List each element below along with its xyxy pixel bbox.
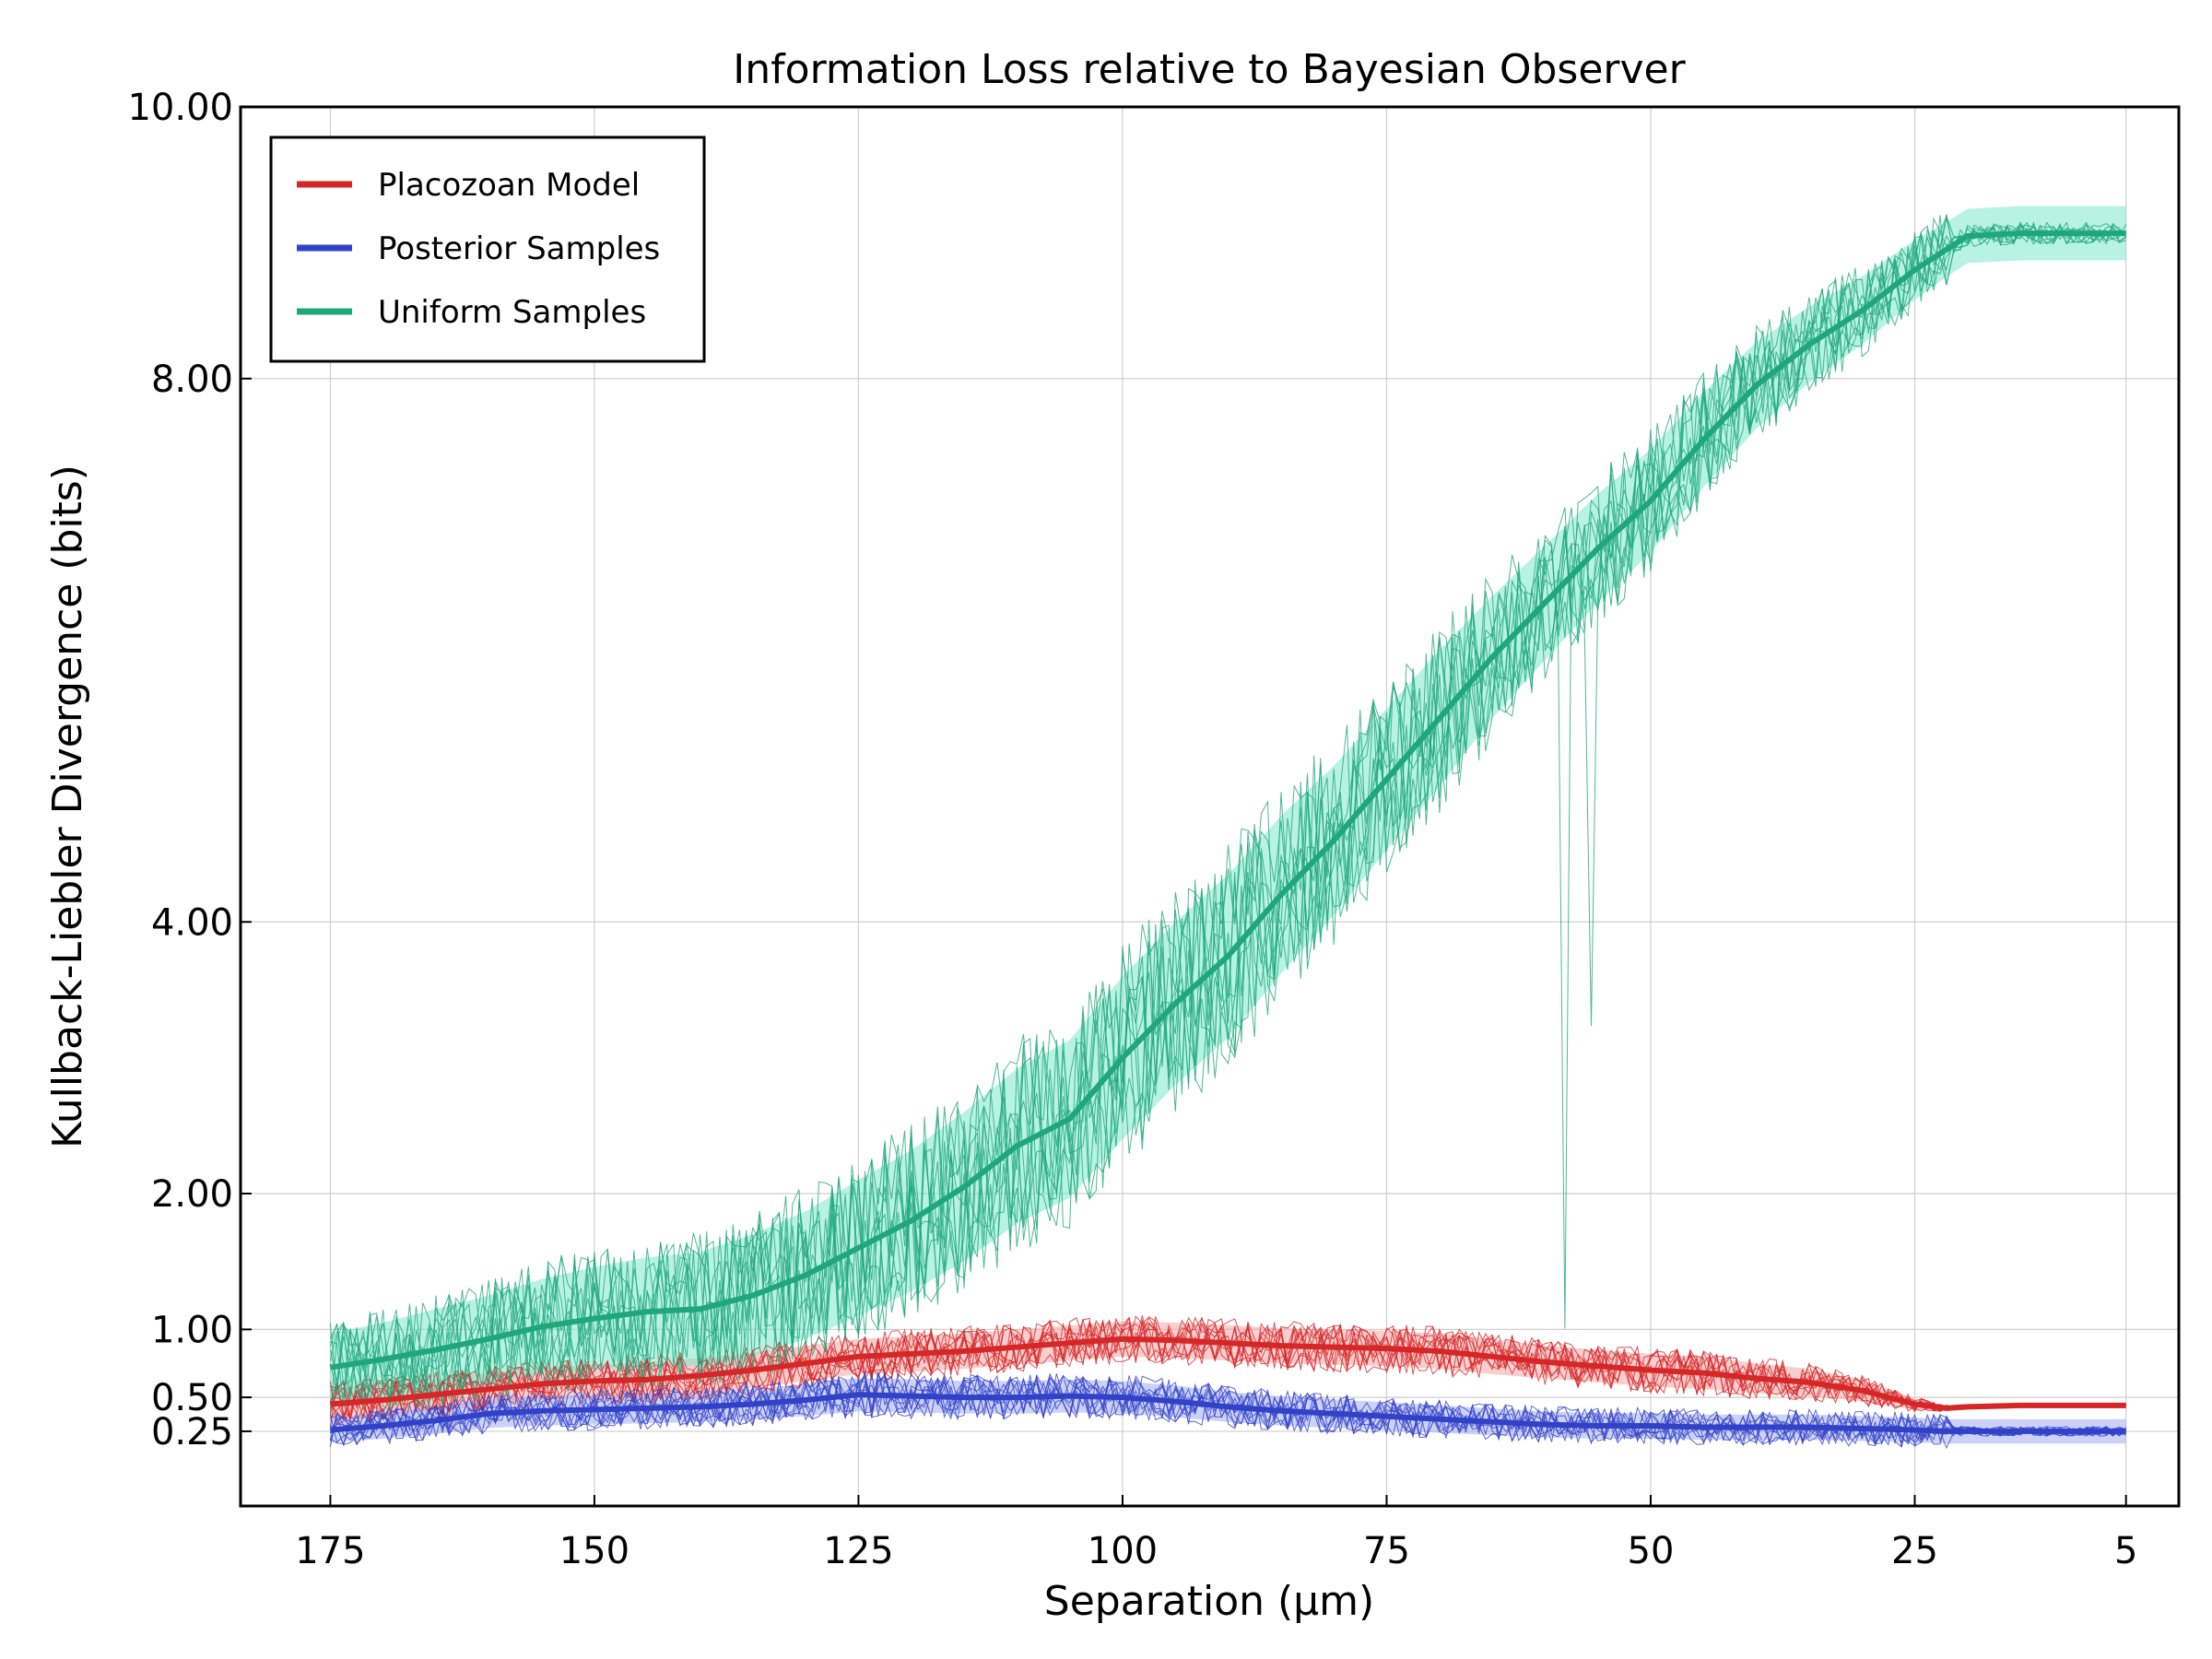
confidence-bands [330,206,2126,1444]
sample-trace-2 [330,221,2126,1407]
mean-line-0 [330,1335,2126,1411]
plot-frame [239,105,2181,1508]
x-tick-label: 25 [1891,1530,1938,1572]
x-tick-label: 5 [2114,1530,2137,1572]
sample-trace-2 [329,215,2126,1408]
axis-ticks: 175 150 125 100 75 50 25 5 0.250.50 1.00 2.00 4.00 8… [127,87,2137,1572]
band-2 [330,206,2126,1402]
mean-lines [329,230,2126,1434]
y-tick-label: 1.00 [151,1309,233,1351]
x-tick-label: 100 [1088,1530,1158,1572]
sample-trace-2 [329,222,2126,1406]
legend: Placozoan Model Posterior Samples Uniform … [269,135,706,363]
sample-trace-2 [329,223,2127,1409]
y-tick-label: 0.25 [151,1411,233,1453]
legend-label: Posterior Samples [378,230,660,267]
y-tick-label: 0.50 [151,1377,233,1419]
y-tick-label: 4.00 [151,901,233,944]
sample-trace-0 [330,1316,2126,1425]
sample-trace-2 [329,214,2126,1416]
x-tick-label: 50 [1628,1530,1675,1572]
x-axis-label: Separation (µm) [1044,1578,1374,1625]
sample-trace-2 [329,214,2126,1409]
x-tick-label: 150 [559,1530,629,1572]
y-tick-label: 2.00 [151,1173,233,1216]
sample-trace-2 [329,223,2126,1401]
chart-title: Information Loss relative to Bayesian Ob… [733,46,1686,93]
mean-line-2 [329,230,2126,1371]
sample-trace-1 [329,1371,2126,1445]
sample-trace-2 [330,218,2126,1408]
x-tick-label: 175 [295,1530,365,1572]
x-tick-label: 125 [823,1530,893,1572]
mean-line-1 [330,1392,2126,1434]
sample-traces [329,214,2127,1450]
sample-trace-2 [329,224,2126,1406]
y-tick-label: 10.00 [127,87,233,129]
sample-trace-2 [329,223,2127,1411]
x-tick-label: 75 [1363,1530,1410,1572]
legend-label: Uniform Samples [378,294,646,331]
y-axis-label: Kullback-Liebler Divergence (bits) [44,465,91,1148]
legend-label: Placozoan Model [378,167,640,204]
y-tick-label: 8.00 [151,359,233,401]
sample-trace-1 [329,1372,2126,1447]
